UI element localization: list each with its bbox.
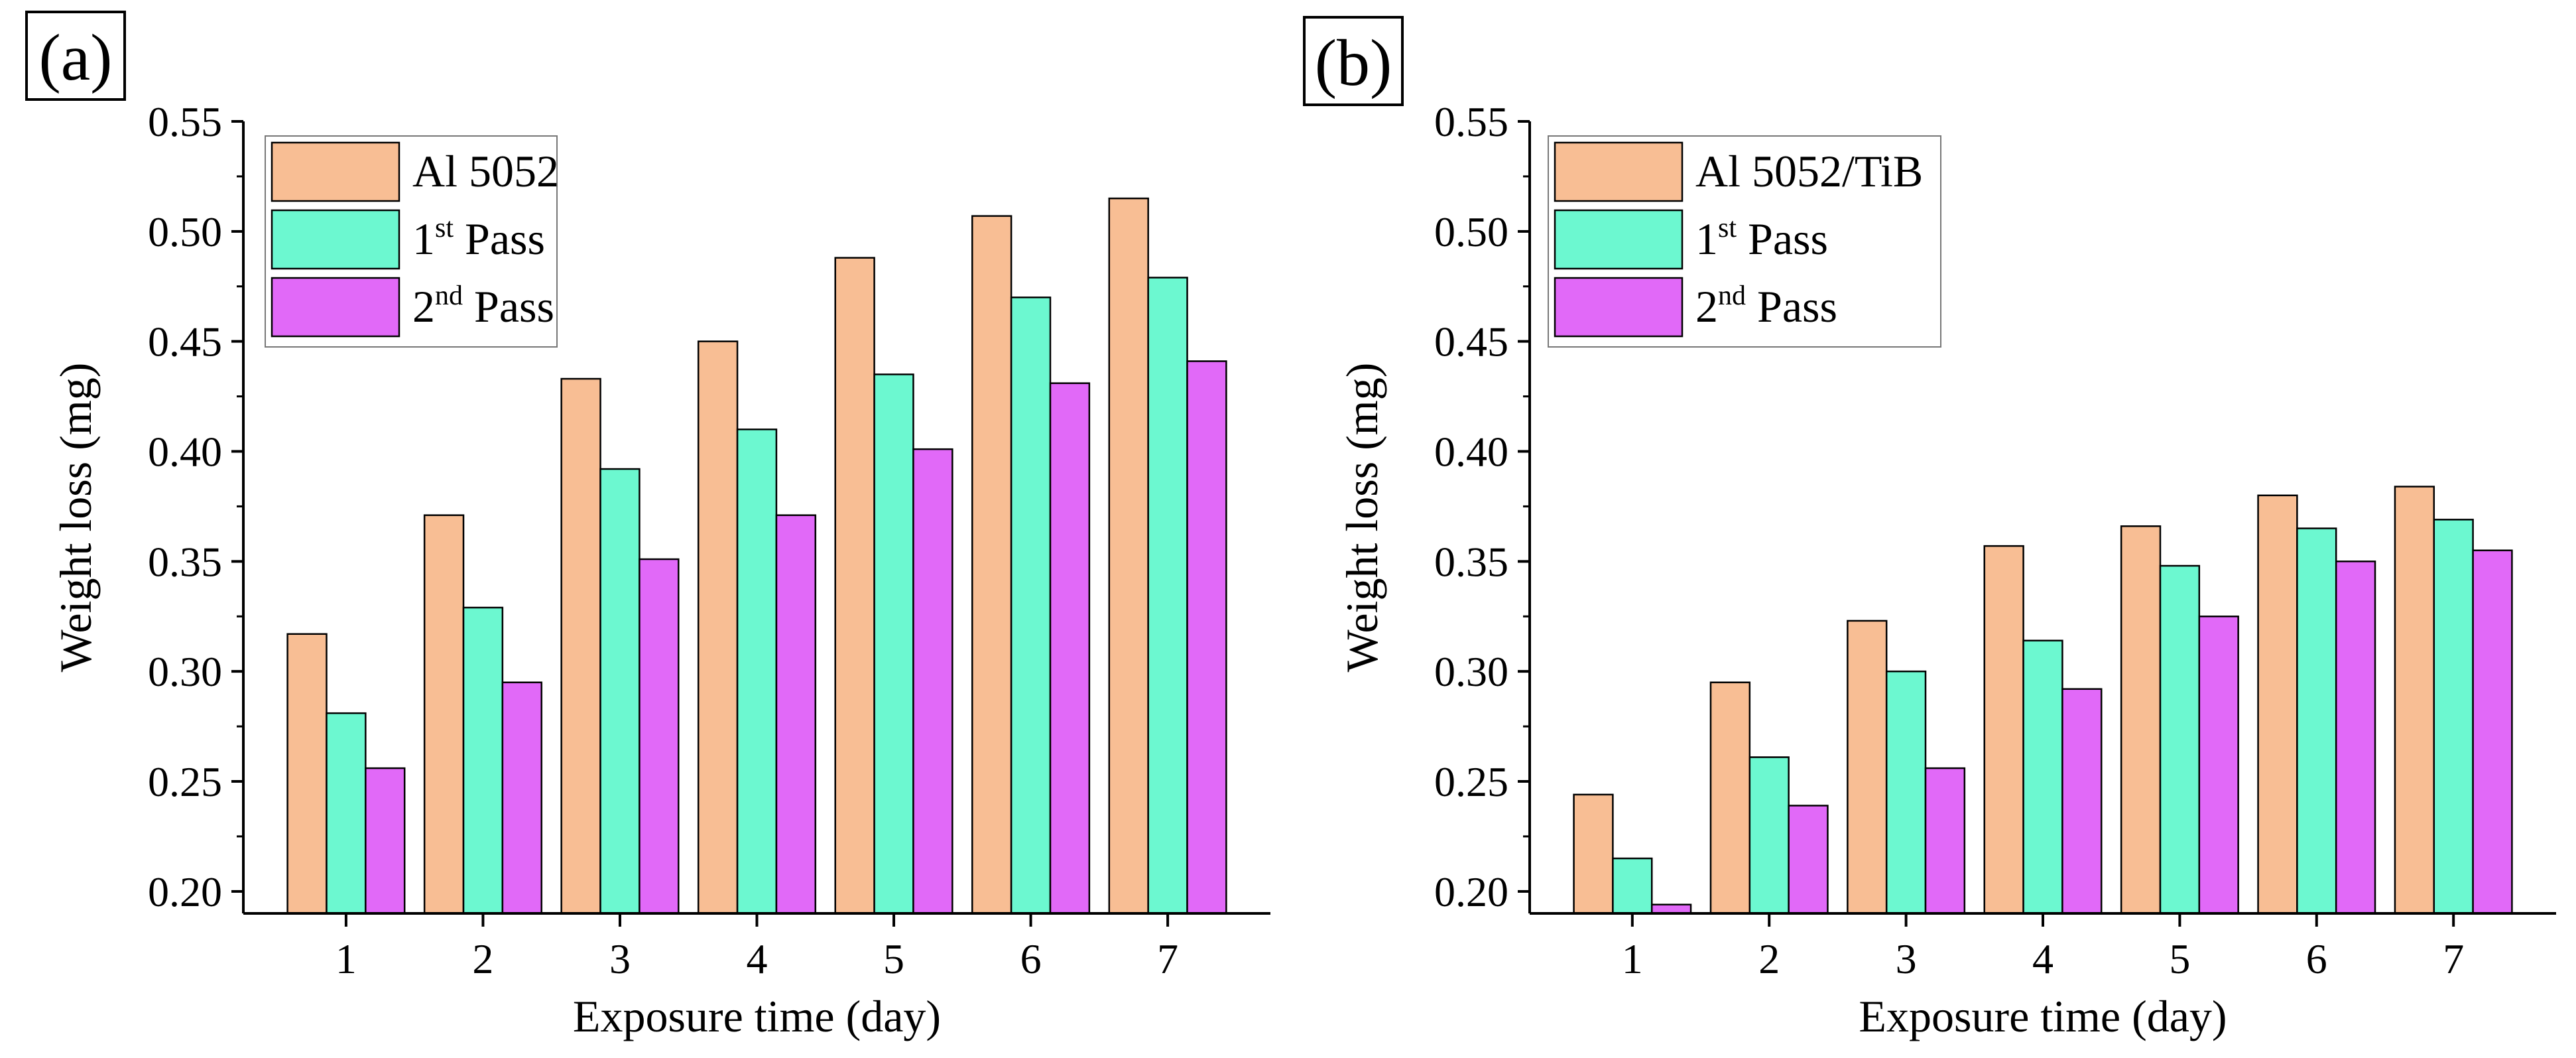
x-tick-label: 1	[336, 935, 357, 982]
bar	[286, 633, 328, 915]
y-tick-label: 0.50	[1434, 208, 1508, 255]
legend: Al 5052 1st Pass 2nd Pass	[265, 135, 559, 348]
bar	[1147, 277, 1188, 915]
x-tick-label: 3	[1896, 935, 1917, 982]
x-tick-label: 6	[2306, 935, 2327, 982]
bar	[2394, 486, 2435, 915]
legend-swatch	[271, 277, 400, 338]
bar	[1983, 545, 2024, 915]
bar	[736, 429, 778, 915]
legend-swatch	[1554, 277, 1684, 338]
panel-label: (a)	[39, 21, 113, 94]
bar	[1788, 805, 1829, 915]
y-tick-label: 0.35	[1434, 538, 1508, 585]
bar	[1612, 857, 1653, 915]
y-tick-label: 0.55	[148, 98, 222, 145]
bar	[1847, 620, 1888, 915]
bar	[2120, 525, 2162, 915]
bar	[1573, 793, 1614, 915]
bar	[326, 712, 367, 915]
bar	[1108, 197, 1149, 915]
legend-swatch	[1554, 209, 1684, 270]
bar	[560, 377, 601, 915]
y-tick-label: 0.20	[1434, 868, 1508, 915]
bar	[2472, 549, 2513, 915]
y-tick-label: 0.25	[1434, 758, 1508, 805]
x-axis-title: Exposure time (day)	[573, 991, 941, 1041]
bar	[2022, 639, 2063, 915]
x-axis-title: Exposure time (day)	[1859, 991, 2227, 1041]
bar	[1010, 297, 1052, 915]
bar	[1885, 670, 1927, 915]
bar	[873, 373, 914, 915]
x-tick-label: 1	[1622, 935, 1643, 982]
bar	[775, 514, 817, 915]
x-tick-label: 3	[609, 935, 631, 982]
x-tick-label: 4	[747, 935, 768, 982]
bar	[2159, 564, 2201, 915]
y-tick-label: 0.45	[1434, 318, 1508, 365]
bar	[2433, 519, 2474, 915]
bar	[639, 558, 680, 915]
y-tick-label: 0.30	[148, 648, 222, 695]
legend-swatch	[271, 141, 400, 202]
bar	[462, 606, 504, 915]
x-tick-label: 7	[2443, 935, 2464, 982]
y-tick-label: 0.40	[148, 429, 222, 476]
y-axis-title: Weight loss (mg)	[50, 363, 101, 673]
x-tick-label: 5	[883, 935, 904, 982]
bar	[971, 215, 1012, 915]
y-tick-label: 0.20	[148, 868, 222, 915]
y-axis-title: Weight loss (mg)	[1337, 363, 1387, 673]
chart-panel-1: (a) 0.20 0.25 0.30 0.35 0.40 0.45 0.50 0.55 1 2 3 4 5…	[25, 11, 1270, 1041]
bar	[2296, 527, 2337, 915]
y-tick-label: 0.25	[148, 758, 222, 805]
x-tick-label: 7	[1157, 935, 1178, 982]
y-tick-label: 0.30	[1434, 648, 1508, 695]
bar	[834, 257, 875, 915]
legend-label: Al 5052/TiB	[1695, 146, 1923, 196]
panel-label: (b)	[1315, 26, 1392, 99]
bar	[599, 468, 641, 915]
bar	[2257, 494, 2298, 915]
legend-label: 2nd Pass	[1695, 281, 1837, 332]
bar	[501, 681, 542, 915]
legend-label: 1st Pass	[1695, 213, 1828, 264]
y-tick-label: 0.40	[1434, 429, 1508, 476]
x-tick-label: 2	[1758, 935, 1780, 982]
bar	[912, 448, 953, 915]
legend: Al 5052/TiB 1st Pass 2nd Pass	[1548, 135, 1941, 348]
bar	[423, 514, 465, 915]
bar	[1924, 767, 1966, 915]
bar	[2335, 561, 2376, 915]
legend-label: Al 5052	[412, 146, 559, 196]
panel-label-box	[1303, 16, 1404, 106]
legend-label: 1st Pass	[412, 213, 545, 264]
bar	[697, 340, 739, 915]
legend-label: 2nd Pass	[412, 281, 554, 332]
bar	[2061, 688, 2103, 915]
x-tick-label: 4	[2032, 935, 2054, 982]
bar	[365, 767, 406, 915]
x-tick-label: 5	[2169, 935, 2190, 982]
legend-swatch	[271, 209, 400, 270]
x-tick-label: 2	[472, 935, 493, 982]
y-tick-label: 0.50	[148, 208, 222, 255]
chart-panel-2: (b) 0.20 0.25 0.30 0.35 0.40 0.45 0.50 0.55 1 2 3 4 5…	[1303, 16, 2556, 1041]
y-tick-label: 0.55	[1434, 98, 1508, 145]
x-tick-label: 6	[1020, 935, 1042, 982]
legend-swatch	[1554, 141, 1684, 202]
bar	[1748, 756, 1790, 915]
bar	[1186, 360, 1227, 915]
y-tick-label: 0.35	[148, 538, 222, 585]
bar	[1049, 382, 1091, 915]
bar	[2198, 616, 2239, 915]
y-tick-label: 0.45	[148, 318, 222, 365]
bar	[1709, 681, 1751, 915]
panel-label-box	[25, 11, 126, 101]
